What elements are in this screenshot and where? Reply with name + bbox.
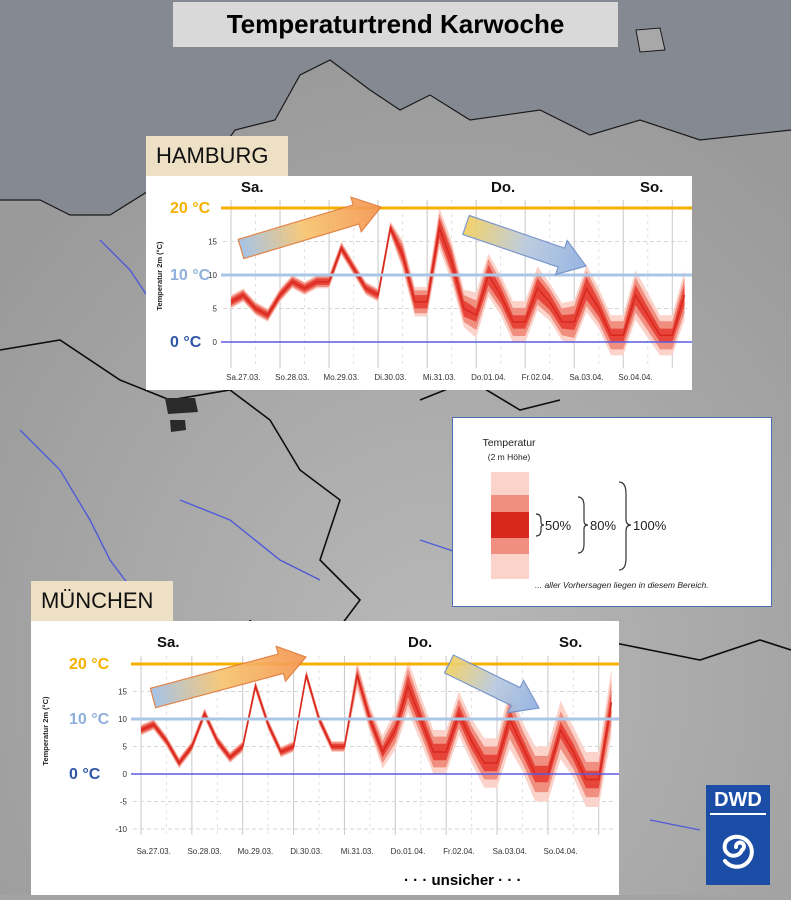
- y-tick-label: 15: [208, 238, 217, 247]
- brace-80: [577, 496, 589, 554]
- x-tick-label: So.28.03.: [187, 847, 221, 856]
- dwd-logo-separator: [710, 813, 766, 815]
- y-axis-label: Temperatur 2m (°C): [155, 241, 164, 311]
- reference-label: 10 °C: [170, 267, 211, 284]
- legend-80: 80%: [590, 518, 616, 533]
- trend-arrow-up: [237, 196, 383, 260]
- x-tick-label: Sa.03.04.: [569, 373, 603, 382]
- uncertainty-note: · · · unsicher · · ·: [404, 872, 522, 889]
- y-tick-label: 5: [123, 743, 128, 752]
- band-50-percent: [141, 670, 612, 789]
- brace-50: [535, 513, 545, 537]
- y-tick-label: 5: [213, 305, 218, 314]
- y-tick-label: -10: [115, 825, 127, 834]
- x-tick-label: Sa.03.04.: [493, 847, 527, 856]
- city-spot: [165, 398, 198, 432]
- uncertainty-legend: Temperatur (2 m Höhe) 50% 80% 100% ... a…: [452, 417, 772, 607]
- y-tick-label: 15: [118, 688, 127, 697]
- x-tick-label: Do.01.04.: [471, 373, 506, 382]
- reference-label: 20 °C: [69, 656, 110, 673]
- legend-graphic: Temperatur (2 m Höhe) 50% 80% 100% ... a…: [482, 437, 709, 590]
- river-line: [19, 239, 701, 831]
- day-marker: So.: [640, 179, 663, 196]
- median-line: [230, 225, 686, 337]
- y-tick-label: 10: [118, 715, 127, 724]
- dwd-spiral-icon: [722, 834, 754, 869]
- legend-title: Temperatur: [482, 437, 536, 449]
- reference-label: 20 °C: [170, 200, 211, 217]
- city-label-hamburg: HAMBURG: [146, 136, 288, 176]
- x-tick-label: Mo.29.03.: [324, 373, 360, 382]
- dwd-logo-text: DWD: [714, 789, 762, 811]
- y-tick-label: -5: [120, 798, 128, 807]
- x-tick-label: Di.30.03.: [290, 847, 322, 856]
- x-tick-label: Mi.31.03.: [423, 373, 456, 382]
- x-tick-label: Mi.31.03.: [341, 847, 374, 856]
- y-axis-label: Temperatur 2m (°C): [41, 696, 50, 766]
- legend-100: 100%: [633, 518, 667, 533]
- city-name: MÜNCHEN: [41, 588, 154, 613]
- x-tick-label: So.28.03.: [275, 373, 309, 382]
- page-title: Temperaturtrend Karwoche: [226, 9, 565, 39]
- median-line: [140, 674, 613, 781]
- y-tick-label: 0: [123, 770, 128, 779]
- day-marker: Do.: [408, 634, 432, 651]
- city-label-muenchen: MÜNCHEN: [31, 581, 173, 621]
- chart-panel-hamburg: 15 10 5 0 Temperatur 2m (°C) Sa.27.03. So.28.0…: [146, 176, 698, 390]
- x-tick-label: Do.01.04.: [391, 847, 426, 856]
- trend-arrow-down: [443, 654, 540, 714]
- coast-line: [0, 59, 791, 216]
- x-tick-label: Fr.02.04.: [443, 847, 475, 856]
- chart-panel-muenchen: 15 10 5 0 -5 -10 Temperatur 2m (°C) Sa.27.03. So…: [31, 621, 625, 895]
- day-marker: Do.: [491, 179, 515, 196]
- x-tick-label: Mo.29.03.: [238, 847, 274, 856]
- temperature-chart-muenchen: 15 10 5 0 -5 -10 Temperatur 2m (°C) Sa.27.03. So…: [41, 634, 625, 856]
- band-50-percent: [231, 218, 685, 342]
- legend-50: 50%: [545, 518, 571, 533]
- x-tick-label: Di.30.03.: [374, 373, 406, 382]
- x-tick-label: So.04.04.: [543, 847, 577, 856]
- city-name: HAMBURG: [156, 143, 269, 168]
- title-box: Temperaturtrend Karwoche: [173, 2, 618, 47]
- reference-label: 10 °C: [69, 711, 110, 728]
- x-tick-label: Sa.27.03.: [226, 373, 260, 382]
- dwd-logo: DWD: [706, 785, 770, 885]
- y-tick-label: 0: [213, 338, 218, 347]
- day-marker: Sa.: [241, 179, 264, 196]
- day-marker: Sa.: [157, 634, 180, 651]
- x-tick-label: So.04.04.: [618, 373, 652, 382]
- reference-label: 0 °C: [69, 766, 101, 783]
- trend-arrow-down: [462, 214, 587, 276]
- trend-arrow-up: [149, 645, 308, 709]
- border-line: [0, 339, 791, 861]
- temperature-chart-hamburg: 15 10 5 0 Temperatur 2m (°C) Sa.27.03. So.28.0…: [155, 179, 698, 382]
- brace-100: [618, 481, 632, 571]
- legend-band-50: [491, 512, 529, 538]
- legend-note: ... aller Vorhersagen liegen in diesem B…: [535, 580, 709, 590]
- y-tick-label: 10: [208, 271, 217, 280]
- x-tick-label: Sa.27.03.: [137, 847, 171, 856]
- x-tick-label: Fr.02.04.: [522, 373, 554, 382]
- day-marker: So.: [559, 634, 582, 651]
- island: [635, 27, 666, 53]
- legend-subtitle: (2 m Höhe): [488, 452, 531, 462]
- reference-label: 0 °C: [170, 334, 202, 351]
